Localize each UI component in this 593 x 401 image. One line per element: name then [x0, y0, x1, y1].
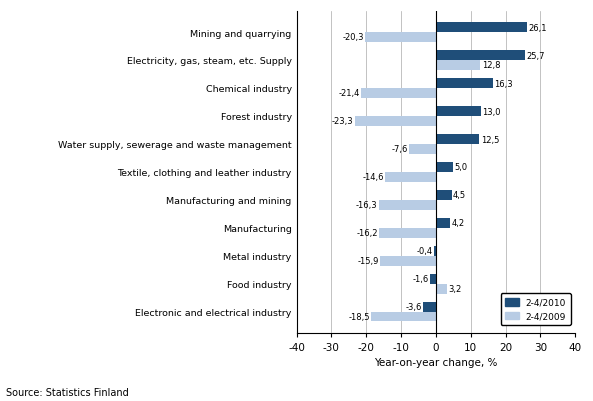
Bar	[436, 135, 479, 144]
Text: 13,0: 13,0	[483, 107, 501, 116]
Bar	[435, 246, 436, 256]
Text: 26,1: 26,1	[528, 24, 547, 32]
Text: -20,3: -20,3	[342, 33, 364, 43]
Bar	[436, 79, 493, 89]
Text: Source: Statistics Finland: Source: Statistics Finland	[6, 387, 129, 397]
Text: 25,7: 25,7	[527, 51, 546, 61]
Text: 12,8: 12,8	[482, 61, 500, 70]
Bar	[436, 284, 447, 294]
Text: -18,5: -18,5	[349, 312, 370, 321]
Text: 5,0: 5,0	[455, 163, 468, 172]
Bar	[361, 89, 436, 99]
Text: -1,6: -1,6	[413, 275, 429, 284]
Bar	[409, 144, 436, 154]
Bar	[379, 200, 436, 210]
Bar	[371, 312, 436, 322]
Bar	[381, 256, 436, 266]
Text: -21,4: -21,4	[339, 89, 360, 98]
Bar	[423, 302, 436, 312]
Text: -15,9: -15,9	[358, 257, 379, 265]
Text: 4,2: 4,2	[452, 219, 465, 228]
Legend: 2-4/2010, 2-4/2009: 2-4/2010, 2-4/2009	[500, 294, 570, 325]
Bar	[436, 163, 453, 172]
Text: 12,5: 12,5	[481, 135, 499, 144]
Text: -3,6: -3,6	[406, 302, 422, 312]
Text: -16,2: -16,2	[356, 229, 378, 237]
Text: -7,6: -7,6	[391, 145, 408, 154]
Text: 16,3: 16,3	[494, 79, 513, 88]
Text: 3,2: 3,2	[448, 284, 461, 294]
Bar	[365, 33, 436, 43]
Text: -23,3: -23,3	[331, 117, 353, 126]
Bar	[436, 107, 481, 117]
Text: -0,4: -0,4	[417, 247, 433, 256]
Bar	[436, 61, 480, 71]
Text: -14,6: -14,6	[362, 173, 384, 182]
Bar	[385, 172, 436, 182]
Bar	[436, 23, 527, 33]
Bar	[436, 51, 525, 61]
Text: 4,5: 4,5	[453, 191, 466, 200]
Bar	[436, 190, 451, 200]
Text: -16,3: -16,3	[356, 201, 378, 210]
Bar	[380, 228, 436, 238]
X-axis label: Year-on-year change, %: Year-on-year change, %	[374, 357, 498, 367]
Bar	[431, 274, 436, 284]
Bar	[436, 219, 451, 228]
Bar	[355, 117, 436, 126]
